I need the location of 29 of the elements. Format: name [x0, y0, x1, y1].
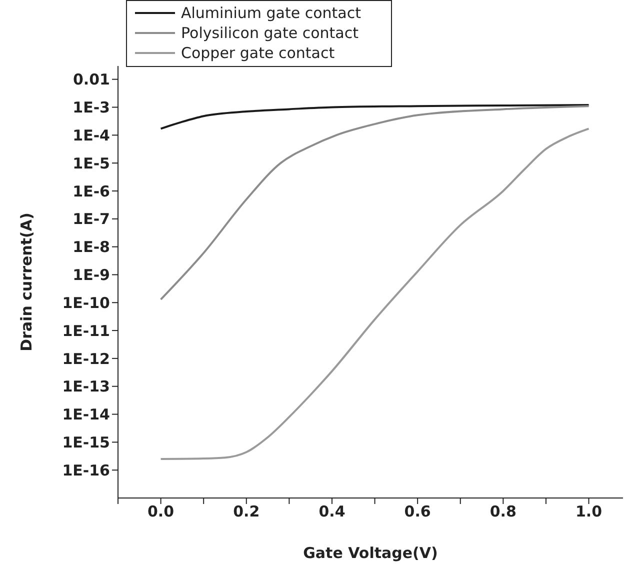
y-axis-title: Drain current(A) [17, 212, 36, 352]
y-tick-label: 1E-11 [62, 322, 110, 340]
y-tick-label: 1E-4 [72, 126, 110, 144]
y-tick-label: 1E-9 [72, 266, 110, 284]
x-tick-label: 0.0 [148, 502, 174, 521]
x-tick-label: 0.2 [233, 502, 260, 521]
y-tick-label: 1E-12 [62, 350, 110, 368]
y-tick-label: 1E-14 [62, 406, 110, 424]
legend-label: Aluminium gate contact [181, 3, 361, 23]
y-tick-label: 1E-8 [72, 238, 110, 256]
y-tick-label: 1E-15 [62, 434, 110, 452]
legend-label: Copper gate contact [181, 43, 335, 63]
y-tick-label: 1E-7 [72, 210, 110, 228]
x-axis-title: Gate Voltage(V) [303, 544, 438, 562]
y-tick-label: 1E-16 [62, 461, 110, 480]
legend-label: Polysilicon gate contact [181, 23, 358, 43]
x-tick-label: 0.6 [404, 502, 431, 521]
x-tick-label: 0.4 [318, 502, 346, 521]
y-tick-label: 1E-10 [62, 294, 110, 312]
y-tick-label: 1E-3 [72, 98, 110, 117]
y-tick-label: 1E-13 [62, 378, 110, 396]
x-tick-label: 0.8 [490, 502, 516, 521]
line-series [160, 128, 590, 460]
line-series [160, 105, 590, 300]
line-series [160, 104, 590, 130]
y-tick-label: 0.01 [72, 70, 110, 89]
y-tick-label: 1E-6 [72, 182, 110, 200]
y-tick-label: 1E-5 [72, 154, 110, 172]
x-tick-label: 1.0 [575, 502, 602, 521]
